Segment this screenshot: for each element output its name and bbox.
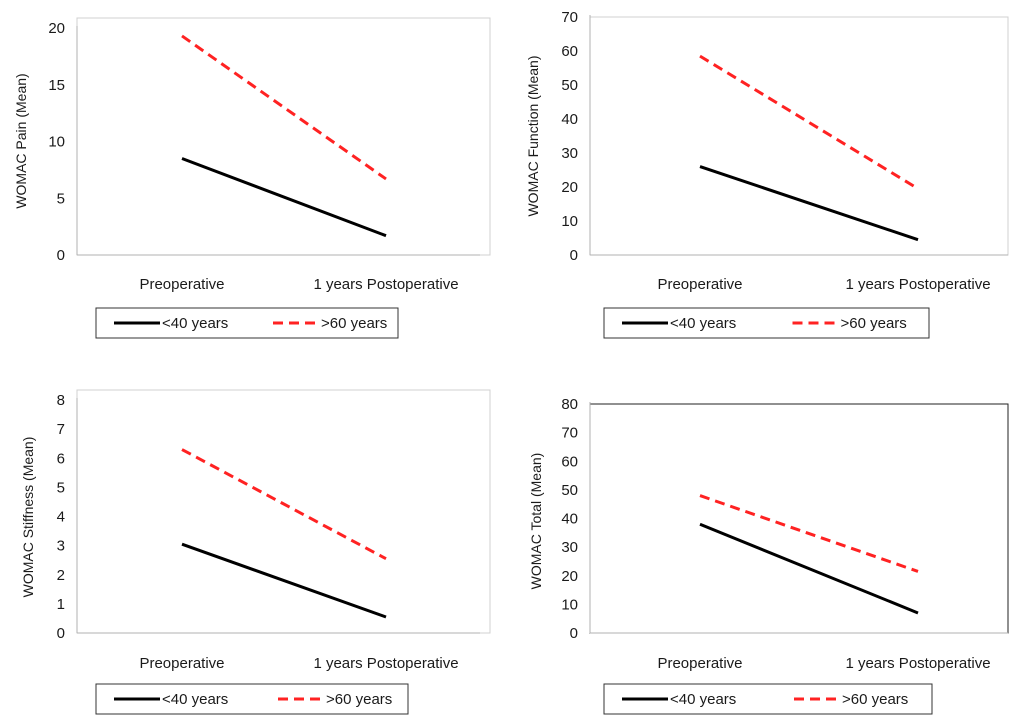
plot-area	[589, 16, 1009, 256]
y-tick-label: 1	[57, 596, 65, 613]
legend-label: >60 years	[842, 691, 908, 708]
series-line-under-40	[181, 157, 387, 238]
legend-label: <40 years	[162, 691, 228, 708]
legend-label: <40 years	[670, 691, 736, 708]
x-tick-label: 1 years Postoperative	[845, 655, 990, 672]
legend-box	[603, 307, 930, 339]
y-axis-title: WOMAC Function (Mean)	[525, 55, 541, 216]
series-line-over-60	[699, 494, 919, 573]
x-tick-label: Preoperative	[657, 655, 742, 672]
series-line-over-60	[699, 54, 919, 190]
chart-panel-2: 0 10 20 30 40 50 60 70 Preoperative 1 years Posto…	[525, 9, 1009, 339]
y-tick-label: 70	[561, 9, 578, 26]
y-tick-label: 4	[57, 509, 65, 526]
legend-label: <40 years	[670, 315, 736, 332]
chart-panel-1: 0 5 10 15 20 Preoperative 1 years Postoperativ…	[13, 17, 491, 339]
y-tick-label: 60	[561, 453, 578, 470]
y-tick-label: 40	[561, 111, 578, 128]
chart-panel-4: 0 10 20 30 40 50 60 70 80 Preoperative 1 years Pos…	[528, 396, 1009, 715]
y-axis-title: WOMAC Total (Mean)	[528, 453, 544, 590]
legend-label: >60 years	[841, 315, 907, 332]
y-tick-label: 70	[561, 425, 578, 442]
y-tick-label: 50	[561, 482, 578, 499]
x-tick-label: Preoperative	[657, 276, 742, 293]
legend-label: >60 years	[321, 315, 387, 332]
y-tick-label: 5	[57, 190, 65, 207]
y-tick-label: 80	[561, 396, 578, 413]
x-tick-label: Preoperative	[139, 655, 224, 672]
series-line-under-40	[699, 522, 919, 615]
y-axis-title: WOMAC Stiffness (Mean)	[20, 437, 36, 598]
series-line-under-40	[699, 165, 919, 242]
plot-area	[589, 403, 1009, 634]
y-tick-label: 0	[570, 625, 578, 642]
legend: <40 years >60 years	[95, 683, 409, 715]
y-tick-label: 3	[57, 538, 65, 555]
y-tick-label: 30	[561, 145, 578, 162]
y-tick-label: 7	[57, 421, 65, 438]
series-line-over-60	[181, 34, 387, 181]
y-tick-label: 20	[561, 179, 578, 196]
x-tick-label: 1 years Postoperative	[313, 276, 458, 293]
y-tick-label: 30	[561, 539, 578, 556]
legend: <40 years >60 years	[603, 307, 930, 339]
y-tick-label: 0	[57, 247, 65, 264]
chart-panel-3: 0 1 2 3 4 5 6 7 8 Preoperative 1 years Postoperati…	[20, 389, 491, 715]
y-tick-label: 8	[57, 392, 65, 409]
y-tick-label: 10	[561, 213, 578, 230]
legend: <40 years >60 years	[95, 307, 399, 339]
y-tick-label: 10	[561, 596, 578, 613]
y-tick-label: 40	[561, 511, 578, 528]
legend-box	[95, 683, 409, 715]
y-tick-label: 60	[561, 43, 578, 60]
y-tick-label: 2	[57, 567, 65, 584]
y-axis-title: WOMAC Pain (Mean)	[13, 73, 29, 208]
series-line-over-60	[181, 448, 387, 561]
y-tick-label: 0	[57, 625, 65, 642]
y-tick-label: 5	[57, 479, 65, 496]
y-tick-label: 15	[48, 77, 65, 94]
x-tick-label: 1 years Postoperative	[845, 276, 990, 293]
y-tick-label: 20	[48, 20, 65, 37]
legend-label: >60 years	[326, 691, 392, 708]
y-tick-label: 10	[48, 134, 65, 151]
series-line-under-40	[181, 542, 387, 619]
x-tick-label: 1 years Postoperative	[313, 655, 458, 672]
x-tick-label: Preoperative	[139, 276, 224, 293]
y-tick-label: 0	[570, 247, 578, 264]
legend: <40 years >60 years	[603, 683, 933, 715]
plot-area	[76, 17, 491, 256]
y-tick-label: 20	[561, 568, 578, 585]
plot-area	[76, 389, 491, 634]
legend-label: <40 years	[162, 315, 228, 332]
y-tick-label: 6	[57, 450, 65, 467]
y-tick-label: 50	[561, 77, 578, 94]
